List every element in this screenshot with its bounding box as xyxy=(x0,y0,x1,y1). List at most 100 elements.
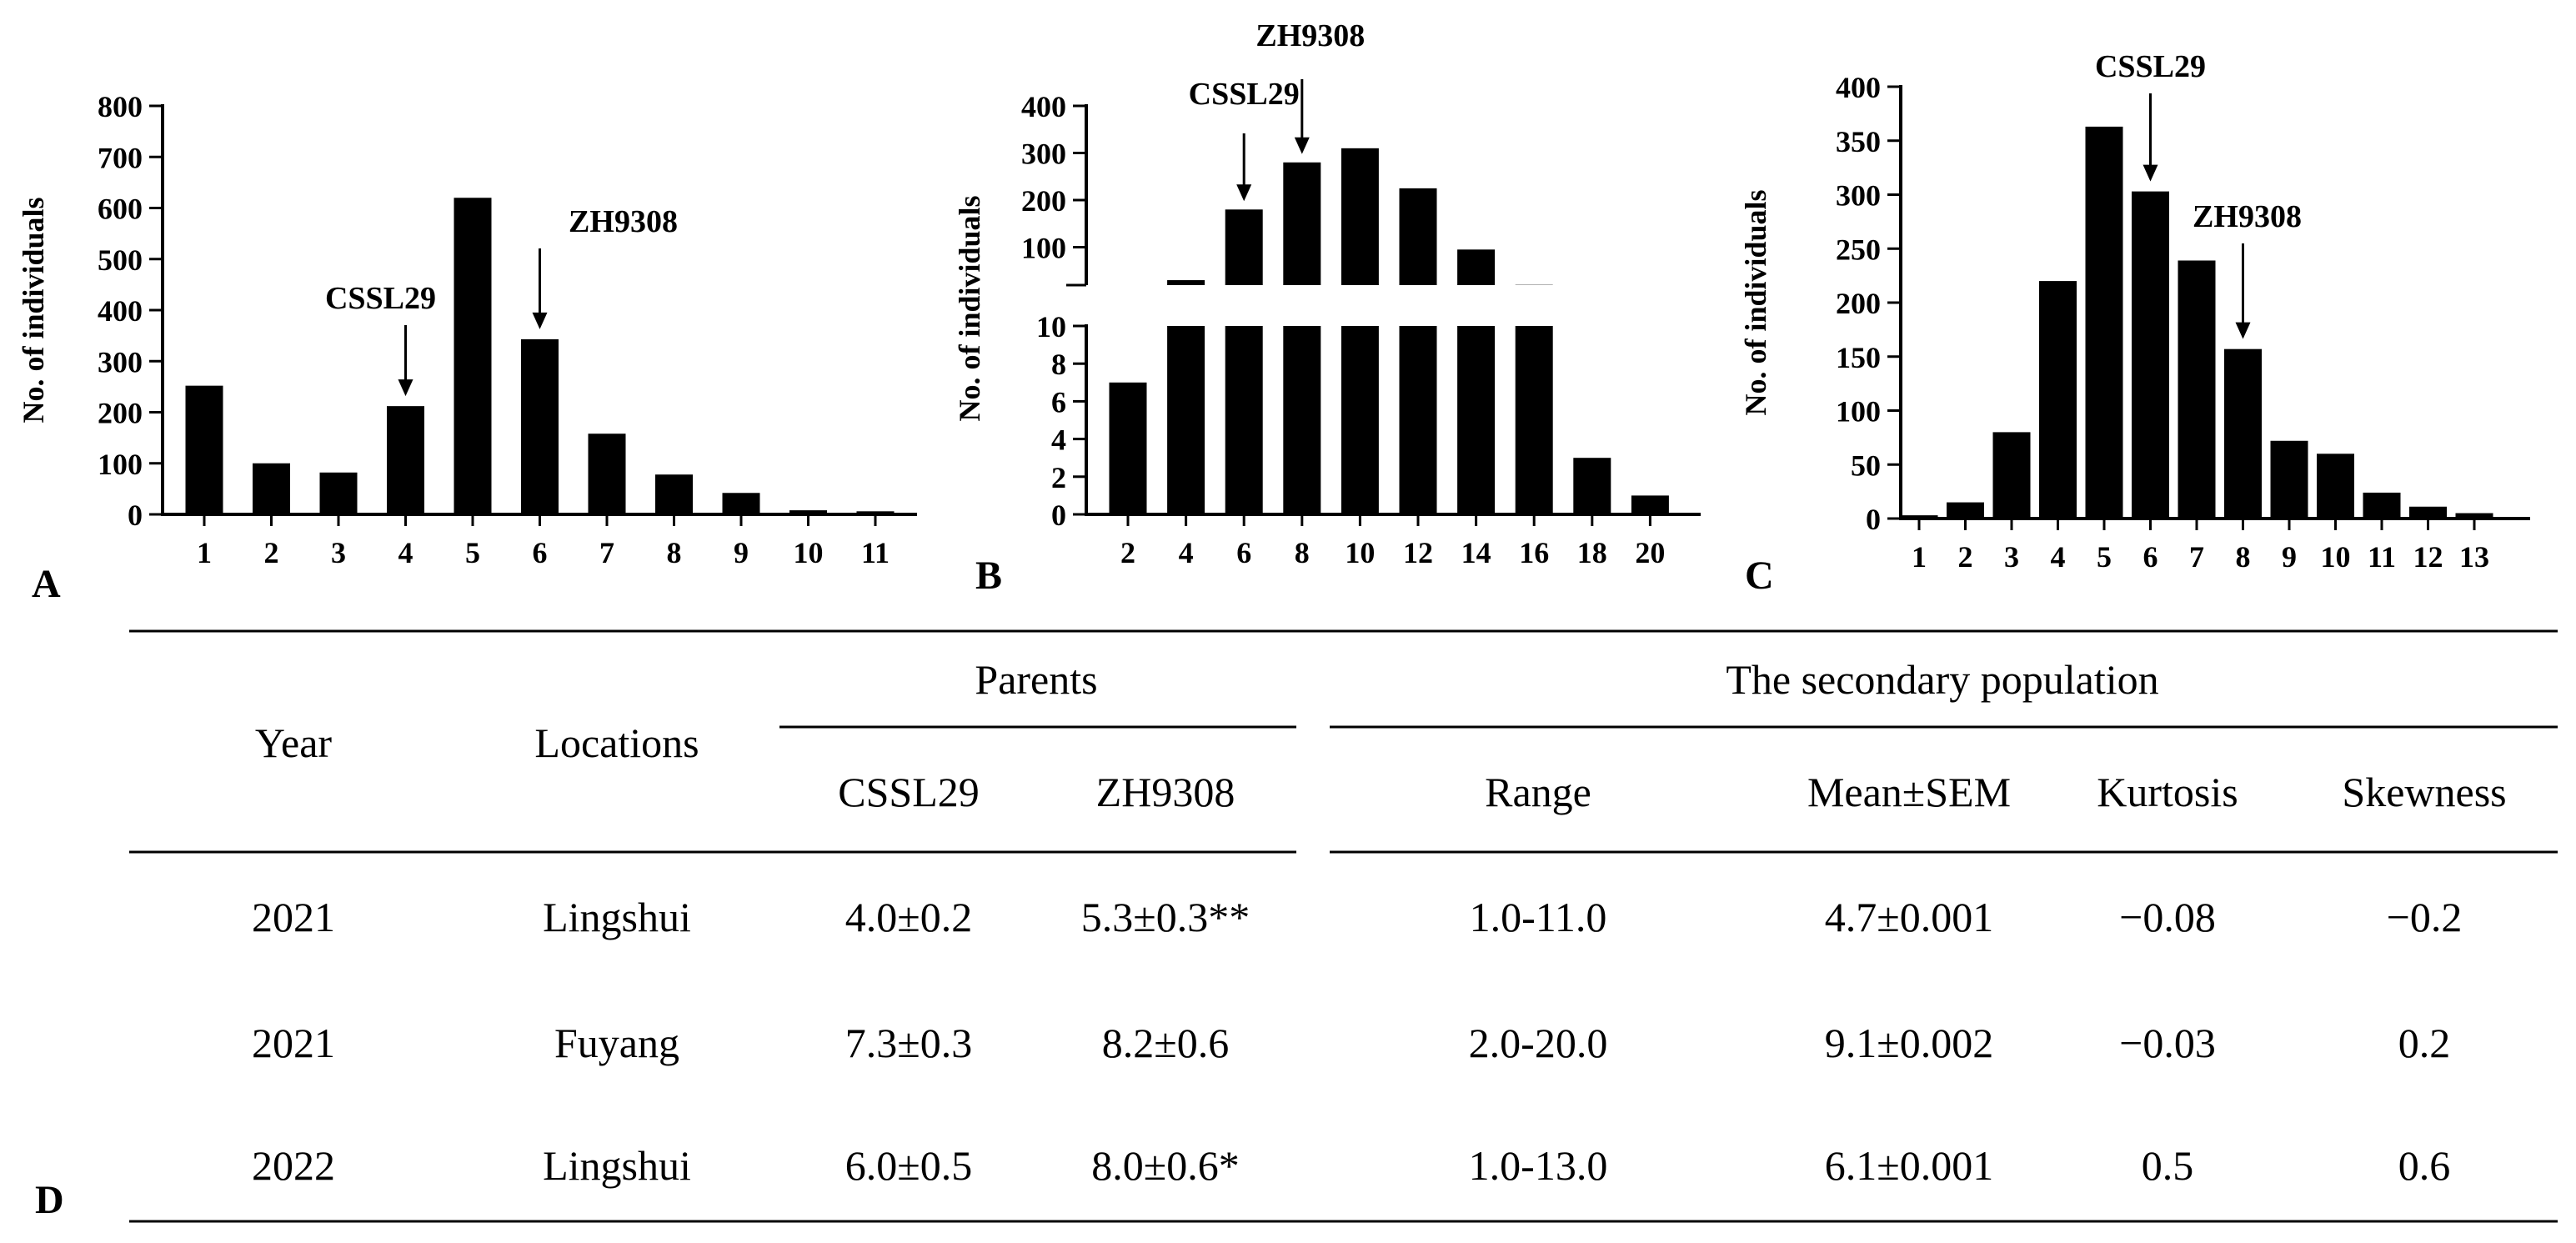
table-cell: −0.2 xyxy=(2387,894,2463,940)
x-tick-label: 2 xyxy=(1120,536,1135,569)
bar-12-upper xyxy=(1399,188,1437,285)
bar-11 xyxy=(2363,492,2401,519)
bar-12-lower xyxy=(1399,326,1437,514)
annotation-arrow-head xyxy=(2142,164,2158,182)
bar-14-lower xyxy=(1457,326,1496,514)
bar-8-lower xyxy=(1283,326,1321,514)
x-tick-label: 10 xyxy=(2321,540,2351,574)
annotation-label-zh9308: ZH9308 xyxy=(1255,18,1365,53)
annotation-arrow-head xyxy=(398,379,413,397)
x-tick-label: 5 xyxy=(465,536,480,569)
x-tick-label: 3 xyxy=(2004,540,2019,574)
y-tick-label: 400 xyxy=(1836,71,1881,104)
x-tick-label: 4 xyxy=(398,536,413,569)
bar-6 xyxy=(2132,191,2169,519)
header-range: Range xyxy=(1485,769,1591,815)
table-cell: 8.2±0.6 xyxy=(1102,1020,1229,1066)
x-tick-label: 11 xyxy=(2368,540,2396,574)
y-tick-label: 300 xyxy=(1836,179,1881,213)
table-cell: 7.3±0.3 xyxy=(845,1020,972,1066)
x-tick-label: 2 xyxy=(1958,540,1973,574)
y-tick-label: 500 xyxy=(98,243,143,277)
bar-11 xyxy=(856,511,895,514)
y-tick-label: 6 xyxy=(1051,385,1066,419)
panel-b-chart: 0 2 4 6 8 10 100 200 300 400 2 4 6 8 10 12 14 16 18 20 No. o… xyxy=(953,18,1701,598)
annotation-label-cssl29: CSSL29 xyxy=(2095,49,2206,84)
bar-20-lower xyxy=(1631,495,1669,514)
y-tick-label: 100 xyxy=(1021,232,1066,265)
table-cell: 2022 xyxy=(252,1142,335,1189)
bar-3 xyxy=(1992,432,2031,519)
panel-a-chart: 0 100 200 300 400 500 600 700 800 1 2 3 4 5 6 7 8 9 10 11 No… xyxy=(17,90,917,606)
header-secondary-population: The secondary population xyxy=(1726,656,2158,703)
x-tick-label: 12 xyxy=(2413,540,2443,574)
bar-10 xyxy=(789,510,827,514)
x-tick-label: 4 xyxy=(1179,536,1194,569)
y-tick-label: 200 xyxy=(1021,184,1066,218)
y-tick-label: 100 xyxy=(1836,395,1881,429)
y-tick-label: 600 xyxy=(98,193,143,226)
header-locations: Locations xyxy=(534,719,699,766)
y-tick-label: 300 xyxy=(98,345,143,378)
y-tick-label: 0 xyxy=(1051,499,1066,532)
bar-7 xyxy=(588,434,626,514)
bar-2 xyxy=(253,463,290,514)
y-tick-label: 100 xyxy=(98,448,143,481)
annotation-arrow-head xyxy=(1294,137,1310,154)
table-cell: 0.2 xyxy=(2398,1020,2451,1066)
x-tick-label: 9 xyxy=(2282,540,2297,574)
x-tick-label: 6 xyxy=(2143,540,2158,574)
y-tick-label: 8 xyxy=(1051,348,1066,381)
bar-1 xyxy=(185,385,223,514)
x-tick-label: 14 xyxy=(1461,536,1491,569)
x-tick-label: 6 xyxy=(533,536,548,569)
x-tick-label: 7 xyxy=(599,536,614,569)
bar-10-lower xyxy=(1341,326,1379,514)
table-cell: Lingshui xyxy=(543,1142,691,1189)
bar-10-upper xyxy=(1341,148,1379,285)
y-tick-label: 0 xyxy=(128,499,143,532)
x-tick-label: 5 xyxy=(2097,540,2112,574)
y-tick-label: 2 xyxy=(1051,461,1066,494)
x-tick-label: 2 xyxy=(264,536,279,569)
table-cell: 6.1±0.001 xyxy=(1825,1142,1993,1189)
x-tick-label: 4 xyxy=(2051,540,2066,574)
y-tick-label: 200 xyxy=(1836,287,1881,320)
bar-13 xyxy=(2455,513,2493,519)
bar-2-lower xyxy=(1109,382,1147,514)
bar-3 xyxy=(319,472,358,514)
panel-label: B xyxy=(975,554,1002,598)
table-cell: 4.7±0.001 xyxy=(1825,894,1993,940)
header-parents: Parents xyxy=(975,656,1097,703)
bar-4 xyxy=(2039,281,2077,519)
annotation-label-cssl29: CSSL29 xyxy=(1189,77,1300,112)
header-skewness: Skewness xyxy=(2342,769,2506,815)
table-cell: 1.0-11.0 xyxy=(1470,894,1607,940)
bar-10 xyxy=(2317,454,2354,519)
bar-8 xyxy=(655,474,693,514)
bar-16-lower xyxy=(1515,326,1553,514)
y-tick-label: 50 xyxy=(1851,449,1881,482)
x-tick-label: 1 xyxy=(197,536,212,569)
table-cell: 8.0±0.6* xyxy=(1091,1142,1239,1189)
header-mean-sem: Mean±SEM xyxy=(1807,769,2011,815)
x-tick-label: 10 xyxy=(794,536,824,569)
bar-12 xyxy=(2409,506,2447,519)
table-cell: Fuyang xyxy=(554,1020,679,1066)
x-tick-label: 18 xyxy=(1577,536,1607,569)
y-tick-label: 250 xyxy=(1836,233,1881,266)
bar-5 xyxy=(454,198,492,514)
header-year: Year xyxy=(255,719,332,766)
panel-d-table: Year Locations Parents The secondary popula… xyxy=(35,629,2558,1223)
x-tick-label: 12 xyxy=(1403,536,1433,569)
table-cell: 2021 xyxy=(252,894,335,940)
annotation-arrow-head xyxy=(532,312,548,329)
bar-9 xyxy=(2270,440,2308,519)
x-tick-label: 8 xyxy=(2236,540,2251,574)
table-cell: 2.0-20.0 xyxy=(1469,1020,1608,1066)
x-tick-label: 11 xyxy=(861,536,890,569)
y-axis-title: No. of individuals xyxy=(953,195,986,421)
annotation-label-cssl29: CSSL29 xyxy=(325,281,436,316)
